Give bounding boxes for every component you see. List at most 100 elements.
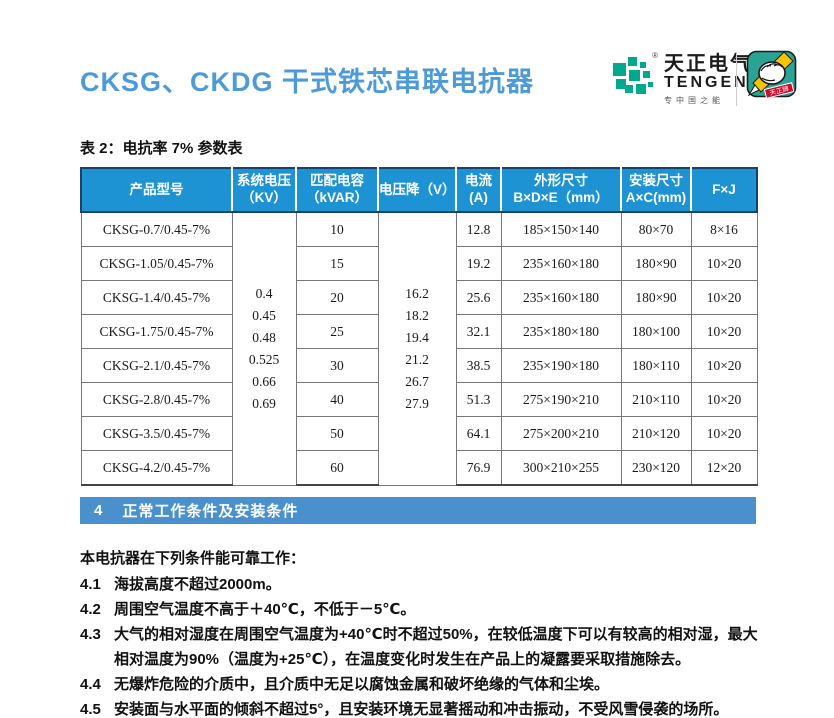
condition-text: 大气的相对湿度在周围空气温度为+40℃时不超过50%，在较低温度下可以有较高的相…: [114, 626, 758, 668]
cell-fj: 10×20: [690, 348, 758, 383]
cell-kvar: 60: [295, 450, 379, 486]
cell-current: 32.1: [455, 314, 502, 349]
cell-mounting: 230×120: [620, 450, 692, 486]
table-row: CKSG-4.2/0.45-7% 60 76.9 300×210×255 230…: [80, 450, 758, 486]
condition-number: 4.3: [80, 626, 101, 643]
header-voltage-drop: 电压降（V）: [377, 167, 457, 213]
cell-model: CKSG-2.1/0.45-7%: [80, 348, 233, 383]
table-row: CKSG-2.1/0.45-7% 30 38.5 235×190×180 180…: [80, 348, 758, 383]
header-matched-capacitance: 匹配电容 （kVAR）: [295, 167, 379, 213]
cell-mounting: 180×90: [620, 246, 692, 281]
cell-kvar: 40: [295, 382, 379, 417]
condition-number: 4.1: [80, 576, 101, 593]
table-header-row: 产品型号 系统电压 （KV） 匹配电容 （kVAR） 电压降（V） 电流 (A) 外形…: [80, 167, 758, 213]
cell-kvar: 50: [295, 416, 379, 451]
cell-kvar: 20: [295, 280, 379, 315]
brand-text-block: 天正电气 TENGEN 专中国之能: [664, 54, 752, 105]
brand-name-cn: 天正电气: [664, 53, 752, 76]
cell-model: CKSG-1.05/0.45-7%: [80, 246, 233, 281]
table-caption: 表 2：电抗率 7% 参数表: [80, 140, 243, 157]
section-header-bar: 4 正常工作条件及安装条件: [80, 497, 756, 524]
section-number: 4: [94, 502, 103, 519]
cell-kvar: 25: [295, 314, 379, 349]
cell-kvar: 10: [295, 211, 379, 247]
cell-model: CKSG-2.8/0.45-7%: [80, 382, 233, 417]
cell-dimensions: 235×180×180: [500, 314, 622, 349]
cell-current: 76.9: [455, 450, 502, 486]
tengen-squares-svg: [613, 57, 653, 94]
cell-dimensions: 300×210×255: [500, 450, 622, 486]
header-model: 产品型号: [80, 167, 233, 213]
cell-dimensions: 275×190×210: [500, 382, 622, 417]
cell-dimensions: 275×200×210: [500, 416, 622, 451]
condition-text: 无爆炸危险的介质中，且介质中无足以腐蚀金属和破坏绝缘的气体和尘埃。: [114, 676, 610, 693]
header-fxj: F×J: [690, 167, 758, 213]
cell-current: 25.6: [455, 280, 502, 315]
cell-current: 64.1: [455, 416, 502, 451]
cell-mounting: 80×70: [620, 211, 692, 247]
condition-item: 4.5 安装面与水平面的倾斜不超过5°，且安装环境无显著摇动和冲击振动，不受风雪…: [80, 697, 758, 718]
conditions-intro: 本电抗器在下列条件能可靠工作：: [80, 550, 306, 567]
table-row: CKSG-3.5/0.45-7% 50 64.1 275×200×210 210…: [80, 416, 758, 451]
cell-current: 19.2: [455, 246, 502, 281]
logo-divider: [736, 52, 737, 106]
badge-svg: 天正牌: [746, 50, 797, 99]
cell-fj: 10×20: [690, 280, 758, 315]
cell-mounting: 180×100: [620, 314, 692, 349]
table-row: CKSG-1.4/0.45-7% 20 25.6 235×160×180 180…: [80, 280, 758, 315]
cell-dimensions: 235×160×180: [500, 280, 622, 315]
tengen-squares-icon: ®: [612, 51, 658, 107]
cell-model: CKSG-4.2/0.45-7%: [80, 450, 233, 486]
table-row: CKSG-0.7/0.45-7% 0.4 0.45 0.48 0.525 0.6…: [80, 211, 758, 486]
condition-item: 4.2 周围空气温度不高于＋40℃，不低于－5℃。: [80, 597, 758, 622]
page-title: CKSG、CKDG 干式铁芯串联电抗器: [80, 67, 535, 97]
cell-mounting: 210×110: [620, 382, 692, 417]
cell-dimensions: 235×190×180: [500, 348, 622, 383]
condition-item: 4.1 海拔高度不超过2000m。: [80, 572, 758, 597]
condition-text: 周围空气温度不高于＋40℃，不低于－5℃。: [114, 601, 416, 618]
cell-current: 51.3: [455, 382, 502, 417]
cell-fj: 10×20: [690, 382, 758, 417]
section-title: 正常工作条件及安装条件: [122, 503, 299, 520]
cell-fj: 10×20: [690, 416, 758, 451]
condition-number: 4.4: [80, 676, 101, 693]
cell-dimensions: 185×150×140: [500, 211, 622, 247]
cell-kvar: 30: [295, 348, 379, 383]
cell-fj: 10×20: [690, 314, 758, 349]
cell-fj: 10×20: [690, 246, 758, 281]
conditions-block: 本电抗器在下列条件能可靠工作： 4.1 海拔高度不超过2000m。 4.2 周围…: [80, 546, 758, 718]
cell-kvar: 15: [295, 246, 379, 281]
cell-mounting: 210×120: [620, 416, 692, 451]
brand-slogan: 专中国之能: [664, 96, 724, 106]
registered-mark: ®: [652, 51, 658, 60]
condition-item: 4.3 大气的相对湿度在周围空气温度为+40℃时不超过50%，在较低温度下可以有…: [80, 622, 758, 672]
parameters-table: 产品型号 系统电压 （KV） 匹配电容 （kVAR） 电压降（V） 电流 (A) 外形…: [80, 167, 758, 486]
cell-model: CKSG-3.5/0.45-7%: [80, 416, 233, 451]
cell-mounting: 180×110: [620, 348, 692, 383]
cell-voltage-drop-merged: 16.2 18.2 19.4 21.2 26.7 27.9: [377, 211, 457, 486]
table-row: CKSG-1.05/0.45-7% 15 19.2 235×160×180 18…: [80, 246, 758, 281]
cell-fj: 12×20: [690, 450, 758, 486]
cell-model: CKSG-1.4/0.45-7%: [80, 280, 233, 315]
cell-current: 38.5: [455, 348, 502, 383]
cell-fj: 8×16: [690, 211, 758, 247]
brand-name-en: TENGEN: [664, 74, 749, 92]
cell-mounting: 180×90: [620, 280, 692, 315]
cell-system-voltage-merged: 0.4 0.45 0.48 0.525 0.66 0.69: [231, 211, 297, 486]
cell-dimensions: 235×160×180: [500, 246, 622, 281]
condition-number: 4.2: [80, 601, 101, 618]
condition-number: 4.5: [80, 701, 101, 718]
cell-model: CKSG-0.7/0.45-7%: [80, 211, 233, 247]
condition-text: 海拔高度不超过2000m。: [114, 576, 281, 593]
fist-bolt-badge-icon: 天正牌: [746, 50, 798, 100]
condition-text: 安装面与水平面的倾斜不超过5°，且安装环境无显著摇动和冲击振动，不受风雪侵袭的场…: [114, 701, 729, 718]
header-current: 电流 (A): [455, 167, 502, 213]
cell-model: CKSG-1.75/0.45-7%: [80, 314, 233, 349]
table-row: CKSG-1.75/0.45-7% 25 32.1 235×180×180 18…: [80, 314, 758, 349]
brand-logo: ® 天正电气 TENGEN 专中国之能: [612, 48, 807, 112]
cell-current: 12.8: [455, 211, 502, 247]
header-outline-dimensions: 外形尺寸 B×D×E（mm）: [500, 167, 622, 213]
header-system-voltage: 系统电压 （KV）: [231, 167, 297, 213]
header-mounting-dimensions: 安装尺寸 A×C(mm): [620, 167, 692, 213]
